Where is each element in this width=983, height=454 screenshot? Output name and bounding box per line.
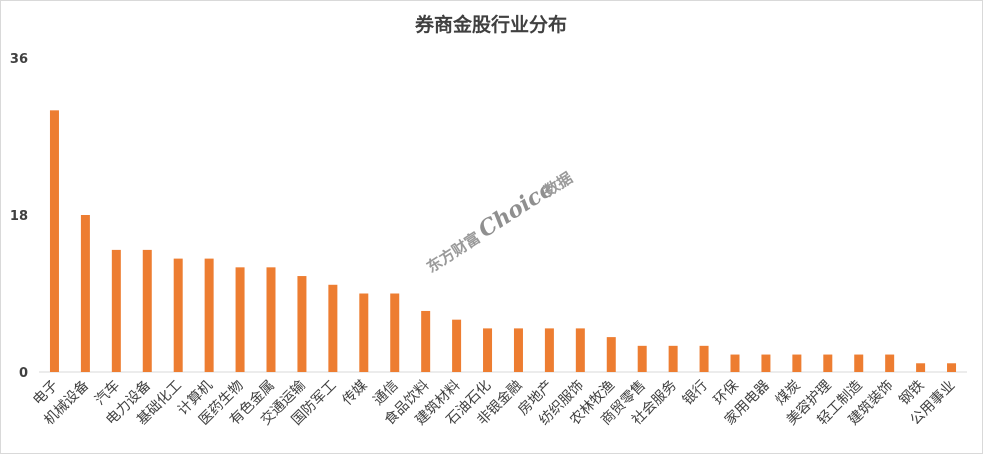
bar-28 [916,363,926,372]
bar-29 [947,363,957,372]
bar-15 [513,328,523,372]
x-tick-label: 银行 [680,378,711,409]
bar-0 [49,110,59,372]
bar-18 [606,337,616,372]
bar-19 [637,345,647,372]
y-tick-label: 18 [10,209,28,224]
bar-12 [421,310,431,372]
bar-8 [297,276,307,372]
bar-2 [111,249,121,372]
bar-1 [80,215,90,372]
x-tick-label: 传媒 [340,378,371,409]
bar-23 [761,354,771,372]
bar-10 [359,293,369,372]
bar-4 [173,258,183,372]
bars [49,110,957,372]
bar-16 [544,328,554,372]
bar-26 [854,354,864,372]
chart-title: 券商金股行业分布 [414,13,567,36]
y-tick-label: 36 [10,52,28,67]
bar-25 [823,354,833,372]
y-axis: 0 18 36 [10,52,28,381]
bar-5 [204,258,214,372]
bar-27 [885,354,895,372]
bar-21 [699,345,709,372]
bar-17 [575,328,585,372]
bar-6 [235,267,245,372]
y-tick-label: 0 [19,366,28,381]
bar-22 [730,354,740,372]
bar-9 [328,284,338,372]
bar-20 [668,345,678,372]
bar-13 [452,319,462,372]
bar-11 [390,293,400,372]
bar-3 [142,249,152,372]
watermark: 东方财富 Choice 数据 [423,169,575,277]
bar-7 [266,267,276,372]
watermark-text-1: 东方财富 [423,229,483,277]
bar-14 [483,328,493,372]
bar-24 [792,354,802,372]
